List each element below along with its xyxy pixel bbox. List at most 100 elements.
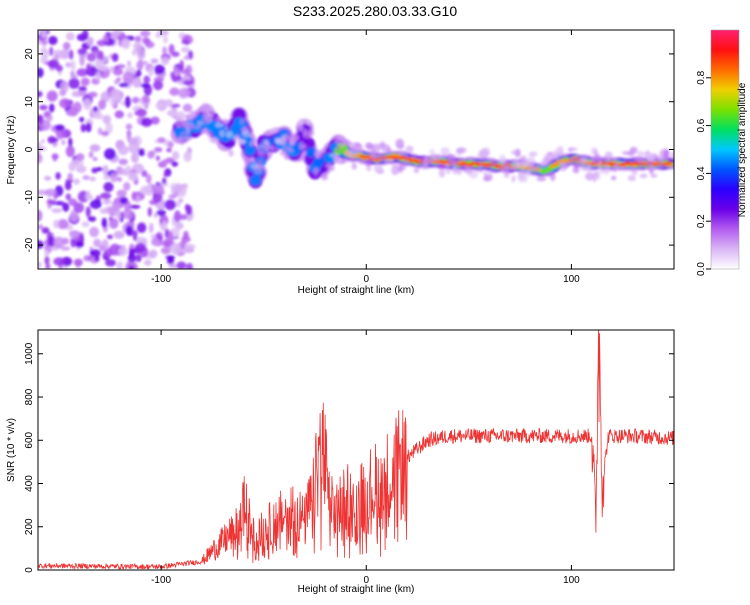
heatmap-noise-cell bbox=[91, 167, 98, 174]
heatmap-halo-cell bbox=[533, 166, 542, 172]
heatmap-noise-cell bbox=[170, 71, 176, 79]
heatmap-noise-cell bbox=[154, 64, 166, 75]
heatmap-noise-cell bbox=[162, 46, 168, 55]
heatmap-noise-cell bbox=[140, 30, 151, 37]
heatmap-noise-cell bbox=[164, 199, 176, 211]
heatmap-noise-cell bbox=[52, 153, 58, 162]
heatmap-noise-cell bbox=[152, 184, 165, 195]
heatmap-noise-cell bbox=[95, 58, 104, 69]
heatmap-noise-cell bbox=[136, 48, 146, 61]
heatmap-halo-cell bbox=[650, 173, 658, 178]
heatmap-noise-cell bbox=[150, 116, 160, 125]
heatmap-halo-cell bbox=[313, 166, 319, 177]
heatmap-noise-cell bbox=[148, 66, 154, 77]
heatmap-noise-cell bbox=[186, 262, 193, 269]
heatmap-noise-cell bbox=[86, 52, 97, 62]
heatmap-noise-cell bbox=[47, 236, 56, 247]
heatmap-noise-cell bbox=[62, 42, 71, 51]
heatmap-halo-cell bbox=[614, 160, 620, 171]
heatmap-halo-cell bbox=[663, 148, 670, 158]
heatmap-noise-cell bbox=[128, 142, 140, 154]
heatmap-halo-cell bbox=[364, 142, 373, 149]
heatmap-noise-cell bbox=[124, 96, 131, 108]
snr-y-tick-label: 800 bbox=[24, 388, 35, 405]
heatmap-halo-cell bbox=[440, 147, 450, 156]
colorbar-gradient bbox=[711, 30, 739, 269]
heatmap-noise-cell bbox=[112, 67, 124, 76]
heatmap-noise-cell bbox=[40, 138, 46, 144]
spectrogram-y-axis-label: Frequency (Hz) bbox=[6, 116, 17, 185]
heatmap-halo-cell bbox=[510, 150, 518, 155]
heatmap-noise-cell bbox=[155, 103, 164, 109]
heatmap-noise-cell bbox=[76, 68, 89, 77]
heatmap-ridge-cell bbox=[473, 162, 479, 165]
heatmap-noise-cell bbox=[113, 230, 125, 239]
heatmap-halo-cell bbox=[364, 158, 372, 167]
heatmap-halo-cell bbox=[657, 154, 664, 162]
snr-x-axis-label: Height of straight line (km) bbox=[298, 584, 415, 595]
heatmap-noise-cell bbox=[114, 110, 125, 119]
heatmap-noise-cell bbox=[167, 231, 173, 239]
heatmap-noise-cell bbox=[147, 150, 155, 159]
heatmap-noise-cell bbox=[80, 123, 87, 133]
heatmap-noise-cell bbox=[46, 90, 58, 102]
heatmap-noise-cell bbox=[85, 190, 91, 200]
heatmap-halo-cell bbox=[446, 168, 451, 175]
heatmap-noise-cell bbox=[94, 254, 100, 262]
heatmap-noise-cell bbox=[145, 173, 152, 184]
heatmap-ridge-cell bbox=[306, 147, 317, 158]
heatmap-noise-cell bbox=[38, 142, 42, 147]
spectrogram-frame bbox=[37, 29, 675, 270]
heatmap-noise-cell bbox=[150, 58, 159, 64]
heatmap-noise-cell bbox=[102, 34, 109, 43]
heatmap-noise-cell bbox=[175, 111, 186, 119]
heatmap-noise-cell bbox=[47, 59, 60, 69]
spectrogram-y-tick-label: -20 bbox=[24, 237, 35, 252]
heatmap-noise-cell bbox=[168, 256, 174, 262]
heatmap-halo-cell bbox=[450, 159, 459, 166]
heatmap-noise-cell bbox=[38, 261, 42, 269]
heatmap-halo-cell bbox=[189, 110, 199, 115]
heatmap-noise-cell bbox=[178, 87, 191, 98]
heatmap-noise-cell bbox=[44, 256, 50, 265]
heatmap-halo-cell bbox=[645, 152, 654, 161]
heatmap-noise-cell bbox=[60, 80, 69, 93]
heatmap-noise-cell bbox=[41, 227, 50, 234]
heatmap-halo-cell bbox=[580, 153, 588, 164]
heatmap-halo-cell bbox=[187, 115, 193, 121]
heatmap-noise-cell bbox=[142, 94, 150, 104]
heatmap-noise-cell bbox=[79, 116, 85, 123]
heatmap-noise-cell bbox=[182, 80, 194, 86]
snr-y-tick-label: 1000 bbox=[24, 342, 35, 365]
heatmap-noise-cell bbox=[65, 193, 72, 201]
heatmap-halo-cell bbox=[639, 173, 648, 179]
spectrogram-y-tick-label: 0 bbox=[24, 146, 35, 152]
heatmap-halo-cell bbox=[314, 149, 324, 159]
colorbar-tick-label: 0.2 bbox=[696, 214, 707, 228]
colorbar-tick-label: 0.6 bbox=[696, 118, 707, 132]
heatmap-halo-cell bbox=[371, 143, 381, 153]
heatmap-halo-cell bbox=[384, 158, 394, 163]
heatmap-noise-cell bbox=[183, 151, 192, 163]
heatmap-halo-cell bbox=[215, 122, 224, 128]
heatmap-noise-cell bbox=[106, 234, 114, 240]
heatmap-noise-cell bbox=[77, 48, 87, 55]
heatmap-halo-cell bbox=[671, 151, 674, 159]
heatmap-halo-cell bbox=[348, 150, 357, 160]
heatmap-noise-cell bbox=[135, 242, 146, 252]
heatmap-noise-cell bbox=[128, 265, 135, 269]
heatmap-noise-cell bbox=[160, 181, 169, 187]
heatmap-noise-cell bbox=[156, 209, 166, 217]
heatmap-noise-cell bbox=[49, 103, 55, 113]
heatmap-halo-cell bbox=[405, 145, 414, 154]
heatmap-halo-cell bbox=[429, 149, 436, 155]
heatmap-noise-cell bbox=[148, 222, 154, 234]
heatmap-noise-cell bbox=[127, 254, 137, 263]
spectrogram-y-tick-label: 10 bbox=[24, 96, 35, 108]
heatmap-halo-cell bbox=[202, 115, 210, 125]
heatmap-ridge-cell bbox=[667, 161, 673, 164]
heatmap-noise-cell bbox=[184, 203, 190, 212]
heatmap-noise-cell bbox=[169, 242, 182, 255]
heatmap-noise-cell bbox=[65, 145, 75, 158]
